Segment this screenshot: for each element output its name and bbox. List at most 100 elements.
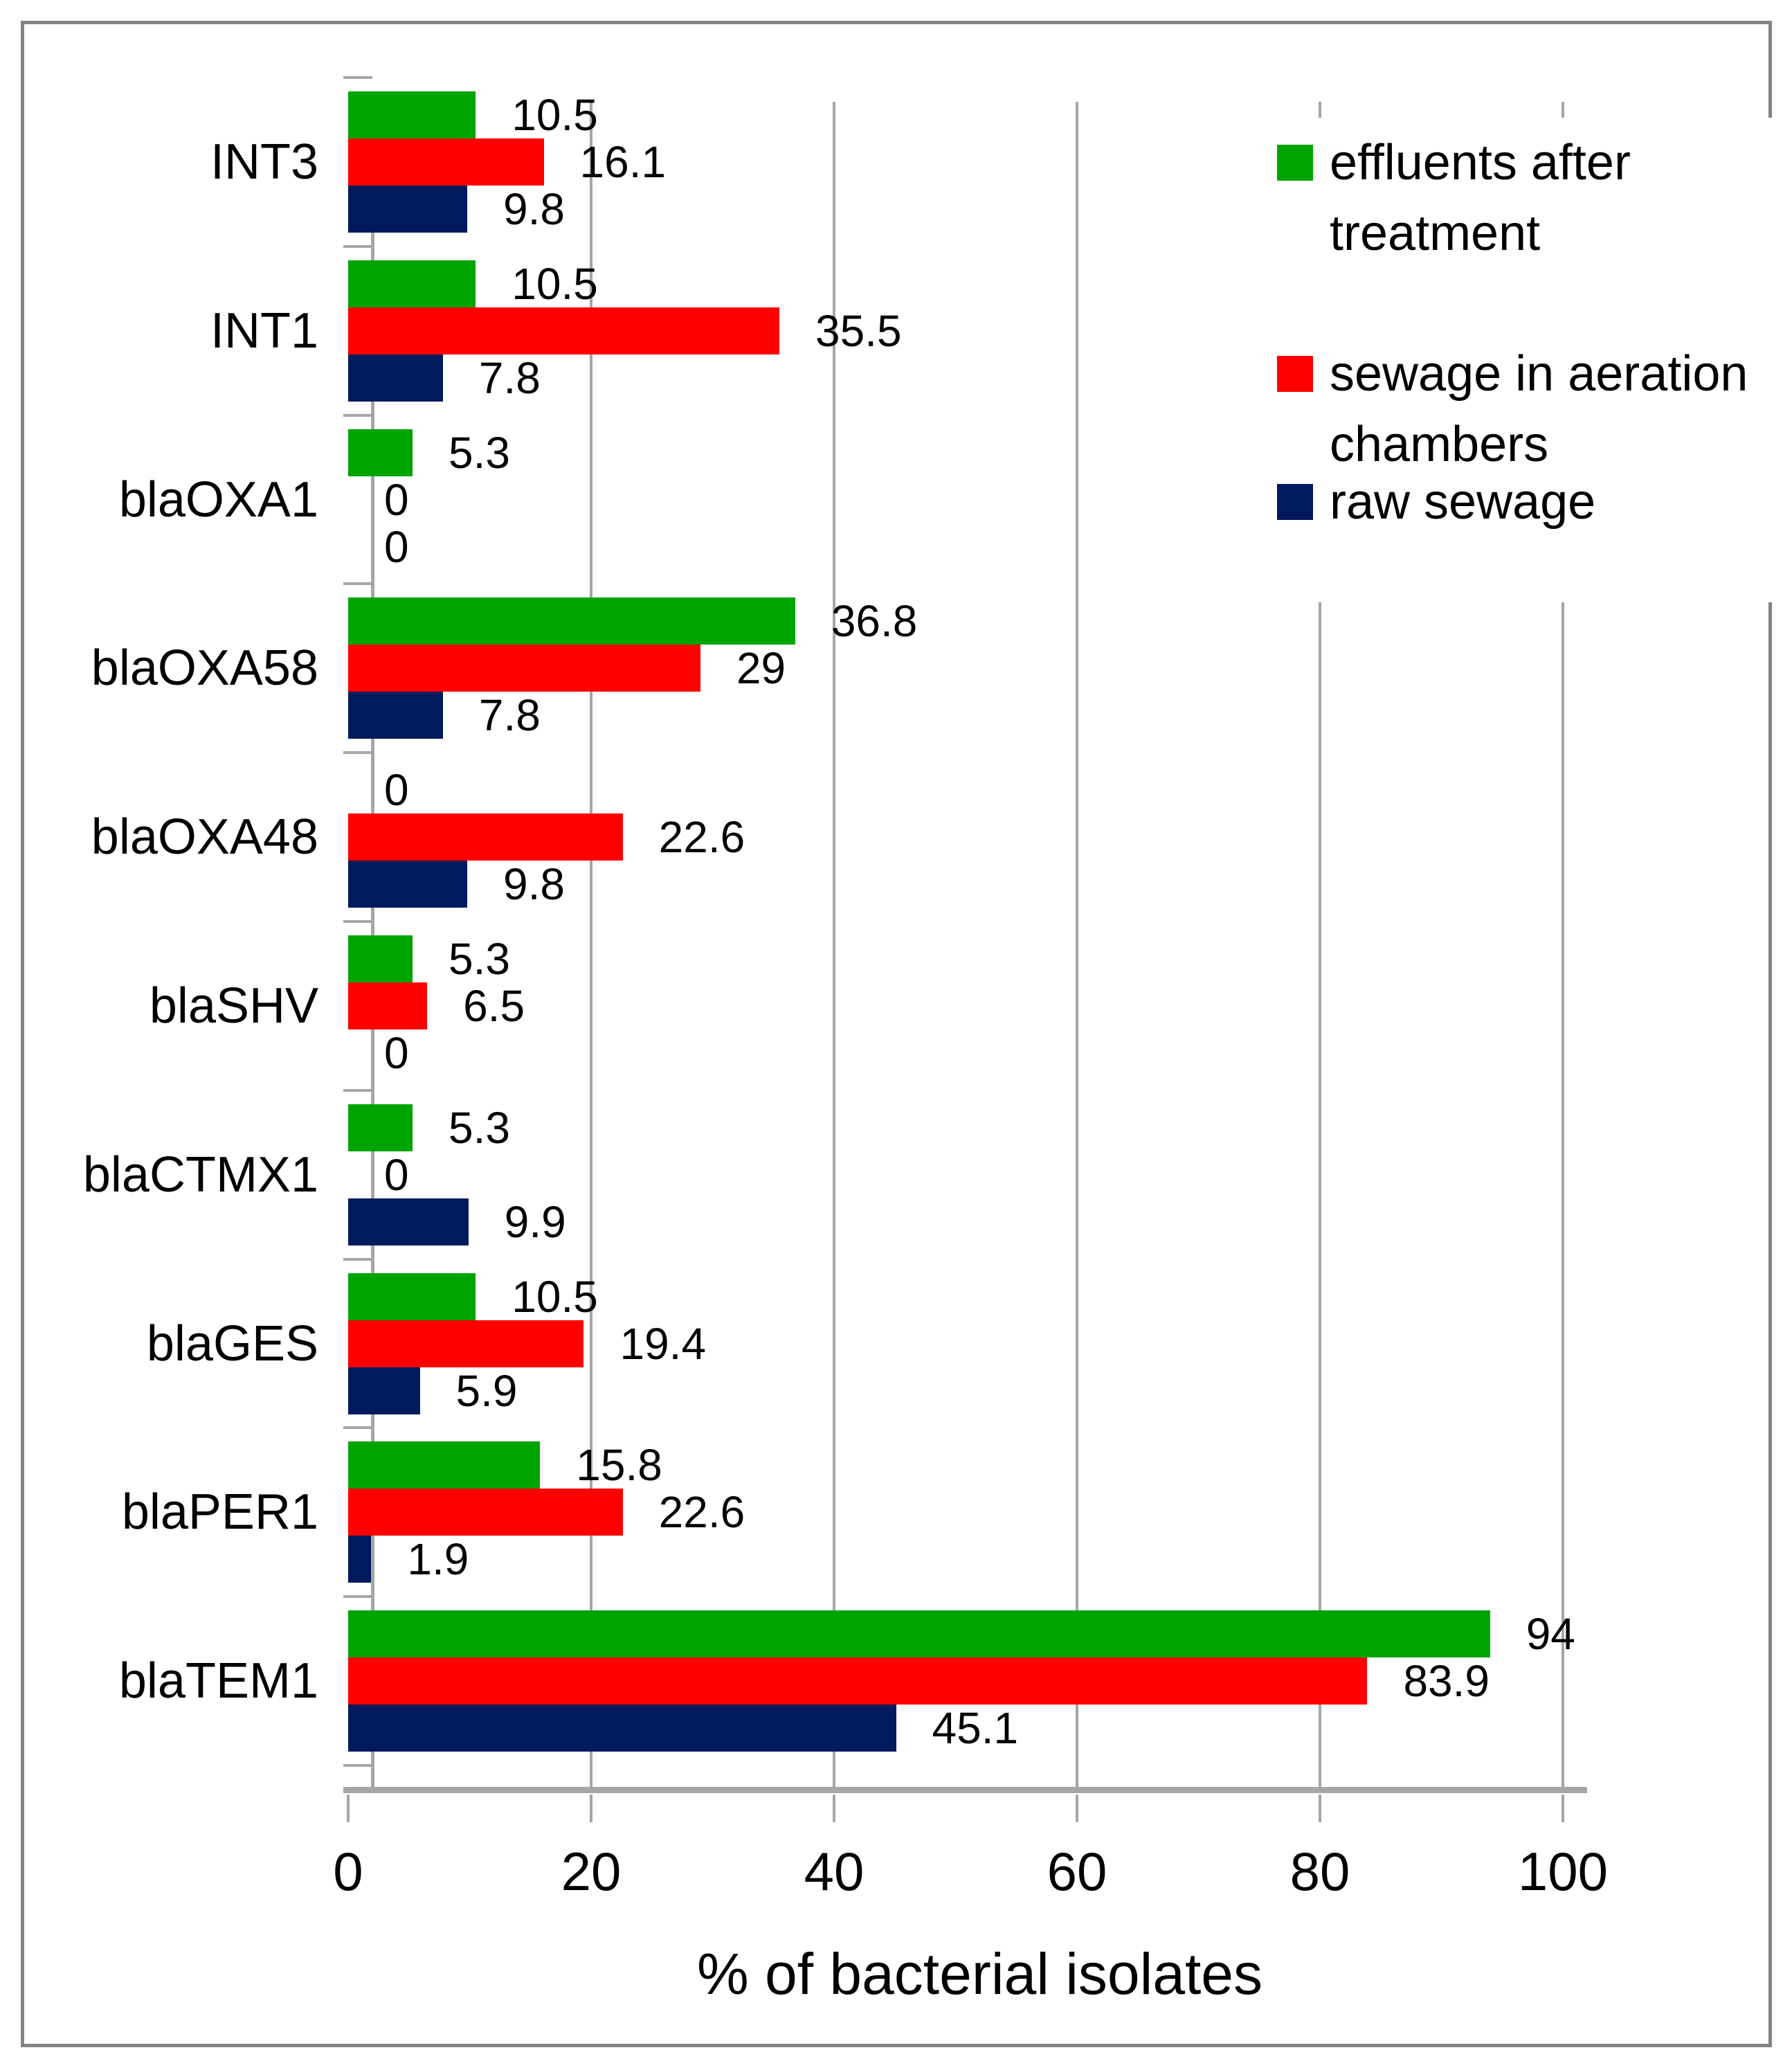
bar-sewage-in-aeration-chambers [348, 813, 623, 861]
x-axis-tick-40 [833, 1795, 835, 1822]
bar-sewage-in-aeration-chambers [348, 1489, 623, 1536]
category-label-blaSHV: blaSHV [149, 978, 318, 1034]
legend-label-line: sewage in aeration [1330, 346, 1748, 402]
bar-raw-sewage [348, 692, 443, 739]
bar-raw-sewage [348, 1536, 372, 1583]
legend-label-line: chambers [1330, 417, 1549, 472]
x-tick-label-40: 40 [804, 1841, 865, 1902]
bar-effluents-after-treatment [348, 935, 413, 982]
x-tick-label-60: 60 [1047, 1841, 1107, 1902]
category-label-blaGES: blaGES [146, 1315, 318, 1372]
bar-effluents-after-treatment [348, 91, 476, 138]
bar-sewage-in-aeration-chambers [348, 138, 544, 186]
bar-raw-sewage [348, 186, 467, 233]
legend-entry-1: effluents after treatment [1277, 127, 1631, 269]
value-label: 45.1 [932, 1703, 1019, 1754]
x-axis-tick-60 [1076, 1795, 1078, 1822]
value-label: 0 [384, 1149, 409, 1200]
y-axis-tick [343, 413, 372, 417]
legend: effluents after treatment sewage in aerati… [1270, 118, 1775, 602]
bar-raw-sewage [348, 354, 443, 402]
value-label: 36.8 [831, 596, 918, 647]
x-axis-tick-80 [1319, 1795, 1321, 1822]
value-label: 0 [384, 1028, 409, 1078]
value-label: 0 [384, 521, 409, 572]
value-label: 83.9 [1403, 1656, 1490, 1707]
x-tick-label-100: 100 [1517, 1841, 1609, 1902]
value-label: 0 [384, 765, 409, 816]
bar-sewage-in-aeration-chambers [348, 1657, 1368, 1705]
bar-raw-sewage [348, 1705, 896, 1752]
category-label-INT3: INT3 [210, 134, 318, 190]
value-label: 5.3 [449, 934, 510, 984]
legend-label: raw sewage [1330, 467, 1595, 537]
bar-effluents-after-treatment [348, 429, 413, 476]
y-axis-tick [343, 751, 372, 755]
y-axis-tick [343, 76, 372, 79]
category-label-blaCTMX1: blaCTMX1 [82, 1147, 318, 1203]
value-label: 16.1 [579, 137, 667, 187]
value-label: 5.3 [449, 1102, 510, 1153]
value-label: 5.9 [455, 1365, 518, 1416]
category-label-INT1: INT1 [210, 303, 318, 359]
value-label: 10.5 [512, 90, 598, 140]
category-label-blaOXA48: blaOXA48 [91, 809, 318, 865]
bar-effluents-after-treatment [348, 1104, 413, 1151]
value-label: 1.9 [407, 1534, 469, 1585]
bar-effluents-after-treatment [348, 1273, 476, 1320]
legend-label: effluents after treatment [1330, 127, 1631, 269]
bar-sewage-in-aeration-chambers [348, 1320, 584, 1367]
category-label-blaOXA1: blaOXA1 [118, 471, 318, 528]
legend-label: sewage in aeration chambers [1330, 339, 1748, 480]
value-label: 22.6 [658, 812, 745, 863]
value-label: 7.8 [478, 690, 541, 741]
value-label: 94 [1526, 1609, 1575, 1660]
legend-swatch-icon [1277, 145, 1313, 181]
x-axis-tick-0 [347, 1795, 350, 1822]
y-axis-tick [343, 1088, 372, 1092]
bar-sewage-in-aeration-chambers [348, 645, 700, 692]
value-label: 10.5 [512, 258, 598, 309]
category-label-blaPER1: blaPER1 [121, 1484, 318, 1540]
y-axis-tick [343, 244, 372, 248]
y-axis-tick [343, 1764, 372, 1767]
x-axis-tick-20 [590, 1795, 592, 1822]
bar-sewage-in-aeration-chambers [348, 307, 780, 354]
y-axis-tick [343, 582, 372, 586]
bar-raw-sewage [348, 1198, 469, 1246]
gridline-60 [1076, 102, 1078, 1790]
bar-raw-sewage [348, 1367, 420, 1414]
value-label: 22.6 [658, 1487, 745, 1538]
bar-effluents-after-treatment [348, 597, 795, 645]
value-label: 15.8 [576, 1440, 662, 1491]
value-label: 6.5 [463, 981, 525, 1031]
category-label-blaTEM1: blaTEM1 [118, 1653, 318, 1709]
bar-sewage-in-aeration-chambers [348, 982, 428, 1029]
legend-swatch-icon [1277, 484, 1313, 520]
y-axis-tick [343, 1426, 372, 1430]
gridline-20 [590, 102, 592, 1790]
gridline-40 [833, 102, 835, 1790]
value-label: 5.3 [449, 427, 510, 478]
gridline-80 [1319, 102, 1321, 1790]
bar-effluents-after-treatment [348, 260, 476, 307]
bar-raw-sewage [348, 861, 467, 908]
x-tick-label-20: 20 [561, 1841, 622, 1902]
value-label: 9.8 [503, 859, 565, 910]
value-label: 9.9 [504, 1196, 566, 1247]
value-label: 7.8 [478, 352, 541, 403]
value-label: 29 [736, 643, 786, 694]
legend-entry-3: raw sewage [1277, 467, 1595, 537]
value-label: 19.4 [619, 1318, 707, 1369]
bar-effluents-after-treatment [348, 1441, 541, 1489]
y-axis-tick [343, 1257, 372, 1261]
x-axis-line [343, 1787, 1587, 1793]
x-axis-tick-100 [1562, 1795, 1564, 1822]
value-label: 9.8 [503, 184, 565, 234]
gridline-100 [1562, 102, 1564, 1790]
x-axis-title: % of bacterial isolates [696, 1941, 1263, 2006]
legend-swatch-icon [1277, 356, 1313, 392]
bar-effluents-after-treatment [348, 1610, 1490, 1658]
x-tick-label-80: 80 [1289, 1841, 1350, 1902]
value-label: 35.5 [815, 305, 902, 356]
